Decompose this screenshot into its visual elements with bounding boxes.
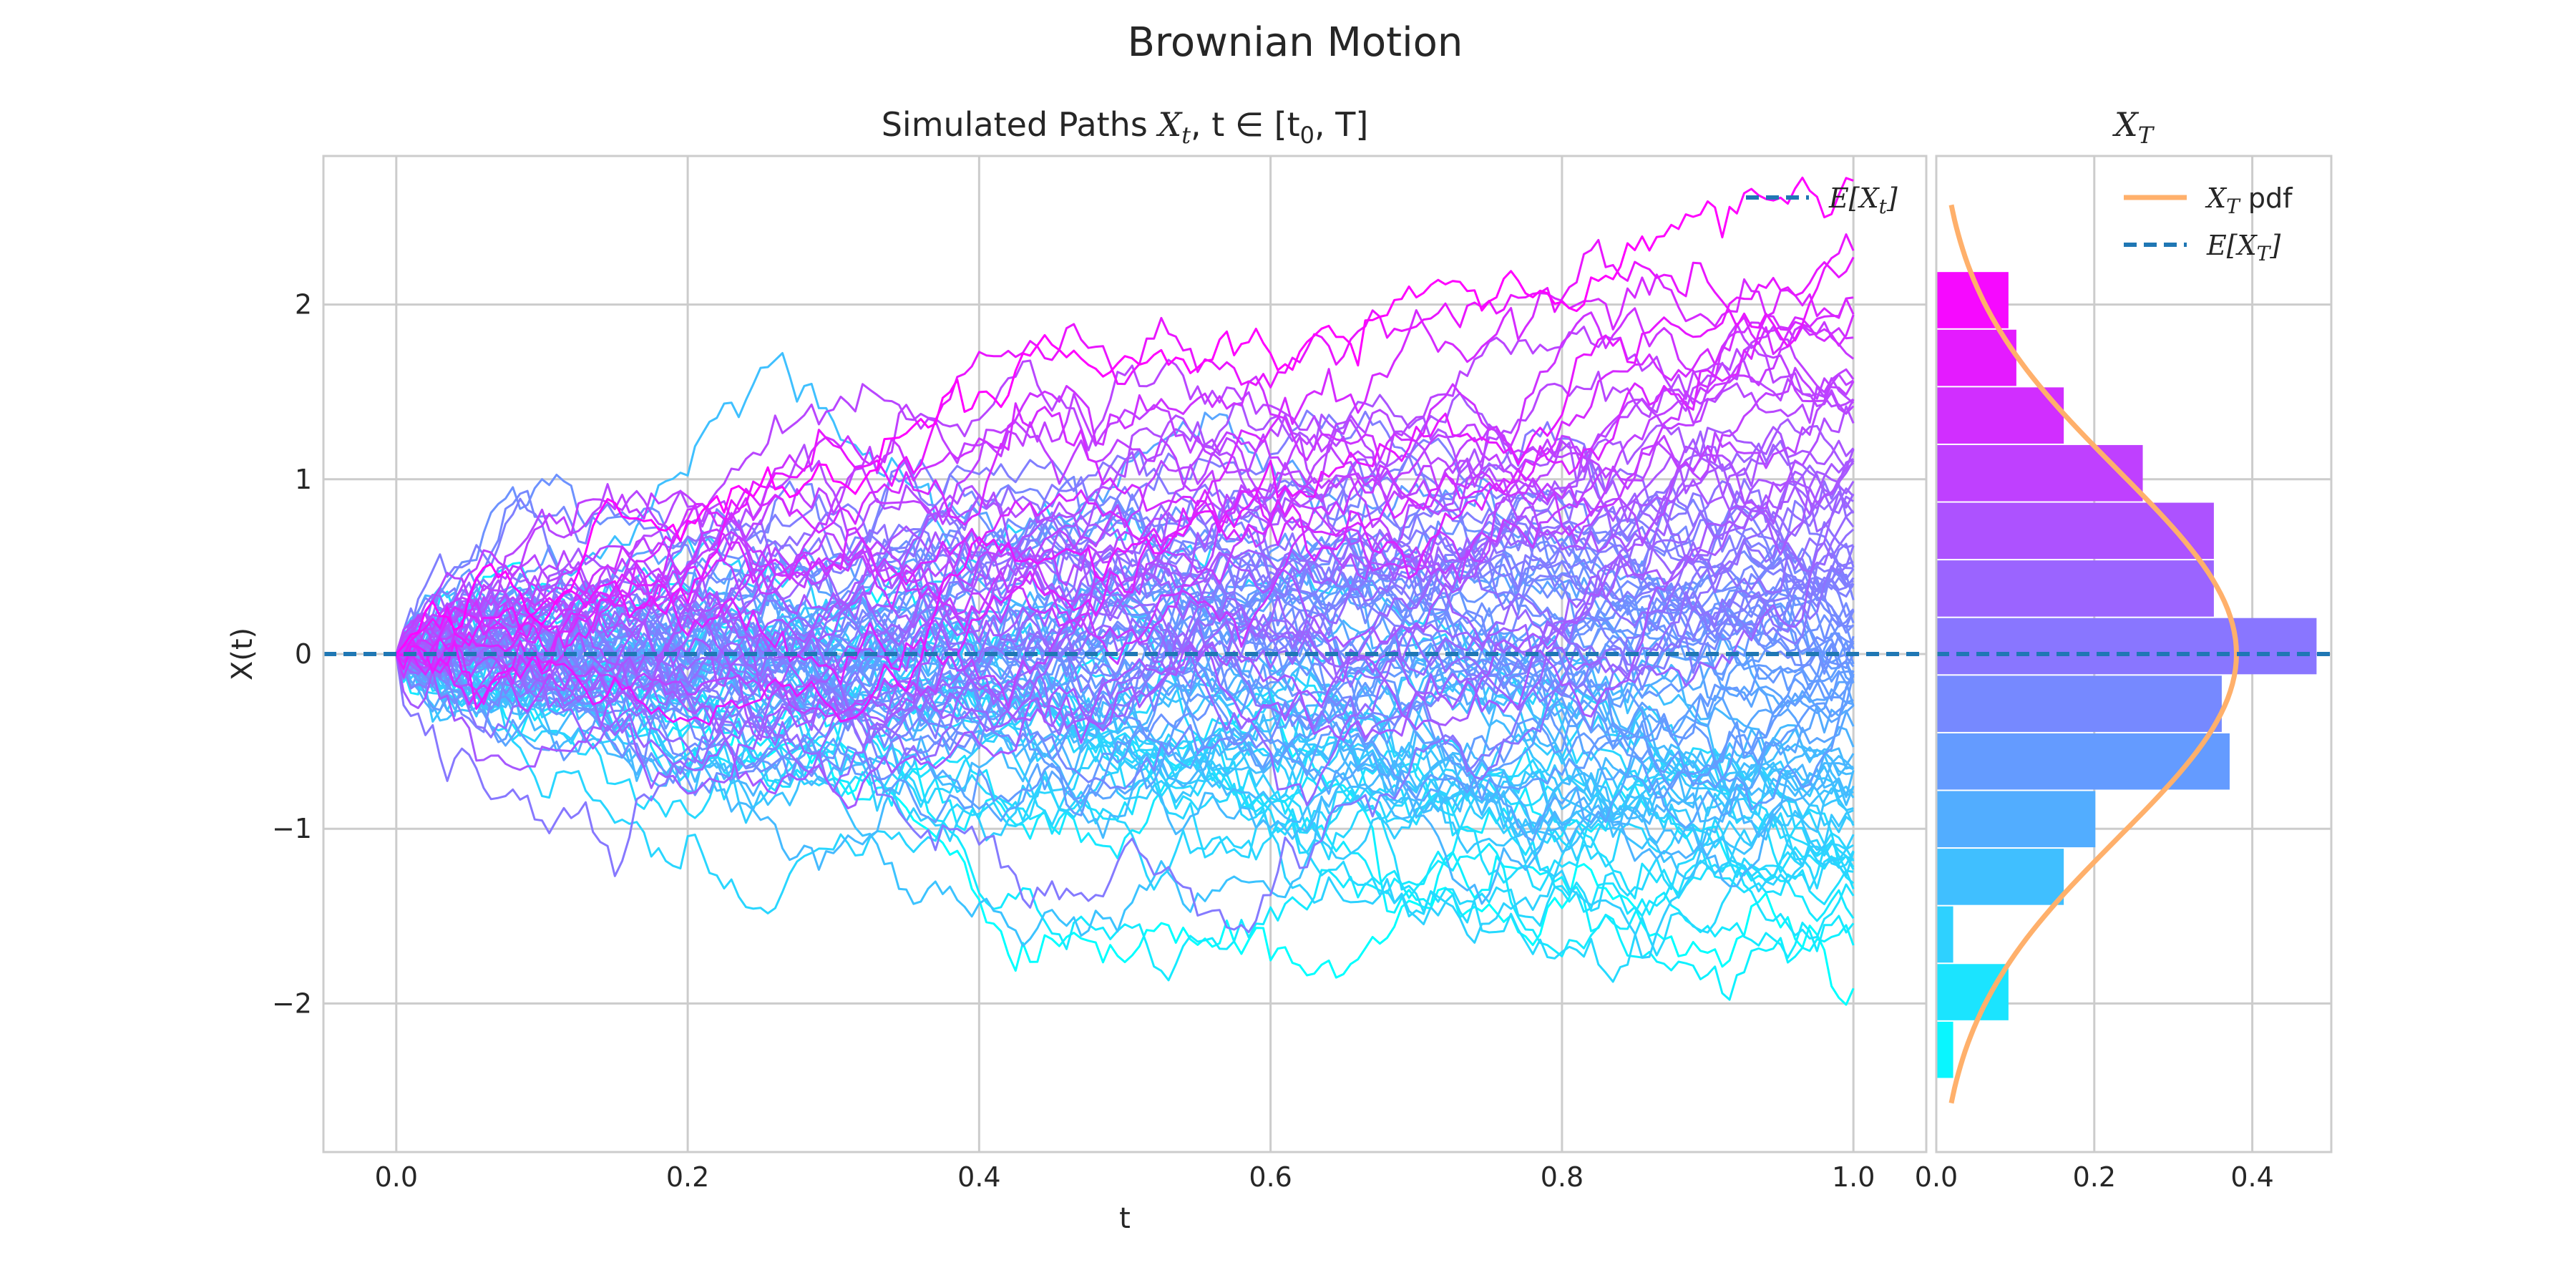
simulated-path bbox=[395, 289, 1854, 686]
simulated-path bbox=[395, 480, 1855, 744]
simulated-path bbox=[395, 631, 1855, 905]
hist-bar bbox=[1937, 502, 2214, 560]
paths-y-tick-label: −2 bbox=[272, 987, 312, 1019]
simulated-path bbox=[395, 478, 1854, 706]
simulated-path bbox=[396, 233, 1855, 657]
simulated-path bbox=[395, 394, 1855, 674]
simulated-path bbox=[396, 323, 1854, 666]
simulated-path bbox=[395, 256, 1855, 726]
hist-x-tick-label: 0.2 bbox=[2073, 1161, 2116, 1193]
simulated-path bbox=[395, 348, 1855, 655]
simulated-path bbox=[395, 653, 1854, 914]
simulated-path bbox=[396, 465, 1855, 761]
simulated-path bbox=[395, 511, 1855, 675]
simulated-path bbox=[396, 491, 1855, 711]
paths-axes-frame bbox=[322, 155, 1928, 1153]
hist-x-tick-labels: 0.0 0.2 0.4 bbox=[1915, 1161, 2274, 1193]
paths-legend: E[Xt] bbox=[1746, 182, 1898, 218]
paths-legend-mean-label: E[Xt] bbox=[1828, 182, 1898, 218]
hist-legend: XT pdf E[XT] bbox=[2124, 182, 2293, 265]
paths-x-tick-labels: 0.0 0.2 0.4 0.6 0.8 1.0 bbox=[375, 1161, 1875, 1193]
simulated-path bbox=[396, 602, 1855, 860]
simulated-path bbox=[396, 576, 1855, 740]
hist-bar bbox=[1937, 675, 2222, 732]
simulated-path bbox=[395, 307, 1854, 668]
paths-y-tick-labels: −2 −1 0 1 2 bbox=[272, 289, 312, 1020]
simulated-path bbox=[395, 544, 1855, 764]
simulated-path bbox=[395, 371, 1855, 655]
paths-x-tick-label: 1.0 bbox=[1832, 1161, 1875, 1193]
paths-x-tick-label: 0.2 bbox=[666, 1161, 709, 1193]
paths-y-axis-label: X(t) bbox=[226, 628, 259, 680]
simulated-path bbox=[395, 391, 1855, 741]
hist-bar bbox=[1937, 1021, 1953, 1078]
simulated-path bbox=[395, 627, 1855, 877]
simulated-path bbox=[395, 459, 1855, 771]
simulated-path bbox=[396, 640, 1855, 883]
hist-bar bbox=[1937, 387, 2064, 444]
simulated-path bbox=[396, 545, 1855, 781]
simulated-path bbox=[395, 366, 1855, 663]
hist-legend-pdf-label: XT pdf bbox=[2205, 182, 2293, 218]
simulated-path bbox=[395, 542, 1855, 934]
hist-axes-frame bbox=[1935, 155, 2333, 1153]
simulated-path bbox=[395, 635, 1855, 927]
paths-y-tick-label: 2 bbox=[295, 289, 312, 321]
paths-x-tick-label: 0.4 bbox=[957, 1161, 1000, 1193]
hist-title: XT bbox=[2112, 105, 2155, 149]
hist-bar bbox=[1937, 791, 2096, 848]
paths-y-tick-label: 1 bbox=[295, 464, 312, 495]
paths-gridlines bbox=[323, 156, 1926, 1152]
hist-x-tick-label: 0.4 bbox=[2230, 1161, 2273, 1193]
simulated-path bbox=[395, 421, 1854, 877]
simulated-path bbox=[395, 176, 1854, 655]
simulated-path bbox=[395, 449, 1855, 688]
simulated-path bbox=[395, 648, 1855, 959]
hist-bar bbox=[1937, 733, 2230, 790]
paths-y-tick-label: 0 bbox=[295, 638, 312, 670]
hist-bar bbox=[1937, 964, 2009, 1020]
terminal-distribution-axes: 0.0 0.2 0.4 XT XT pdf E[XT] bbox=[1915, 105, 2333, 1193]
hist-bar bbox=[1937, 444, 2143, 502]
paths-y-tick-label: −1 bbox=[272, 813, 312, 844]
simulated-path bbox=[395, 497, 1855, 655]
hist-x-tick-label: 0.0 bbox=[1915, 1161, 1958, 1193]
hist-bar bbox=[1937, 906, 1953, 963]
hist-pdf-curve bbox=[1948, 204, 2240, 1104]
simulated-path bbox=[395, 439, 1855, 771]
hist-bar bbox=[1937, 618, 2317, 675]
paths-axes: 0.0 0.2 0.4 0.6 0.8 1.0 −2 −1 0 1 2 Simulated Pat… bbox=[226, 105, 1928, 1235]
paths-title: Simulated Paths Xt, t ∈ [t0, T] bbox=[882, 105, 1369, 149]
hist-bar bbox=[1937, 849, 2064, 905]
simulated-path bbox=[395, 525, 1854, 720]
hist-bar bbox=[1937, 560, 2214, 617]
simulated-path bbox=[395, 405, 1855, 655]
figure-suptitle: Brownian Motion bbox=[1128, 19, 1463, 66]
simulated-path bbox=[395, 314, 1855, 706]
simulated-paths bbox=[395, 176, 1855, 1006]
paths-x-axis-label: t bbox=[1119, 1202, 1131, 1235]
hist-legend-mean-label: E[XT] bbox=[2206, 230, 2280, 265]
paths-x-tick-label: 0.0 bbox=[375, 1161, 418, 1193]
paths-x-tick-label: 0.8 bbox=[1541, 1161, 1584, 1193]
paths-x-tick-label: 0.6 bbox=[1249, 1161, 1292, 1193]
